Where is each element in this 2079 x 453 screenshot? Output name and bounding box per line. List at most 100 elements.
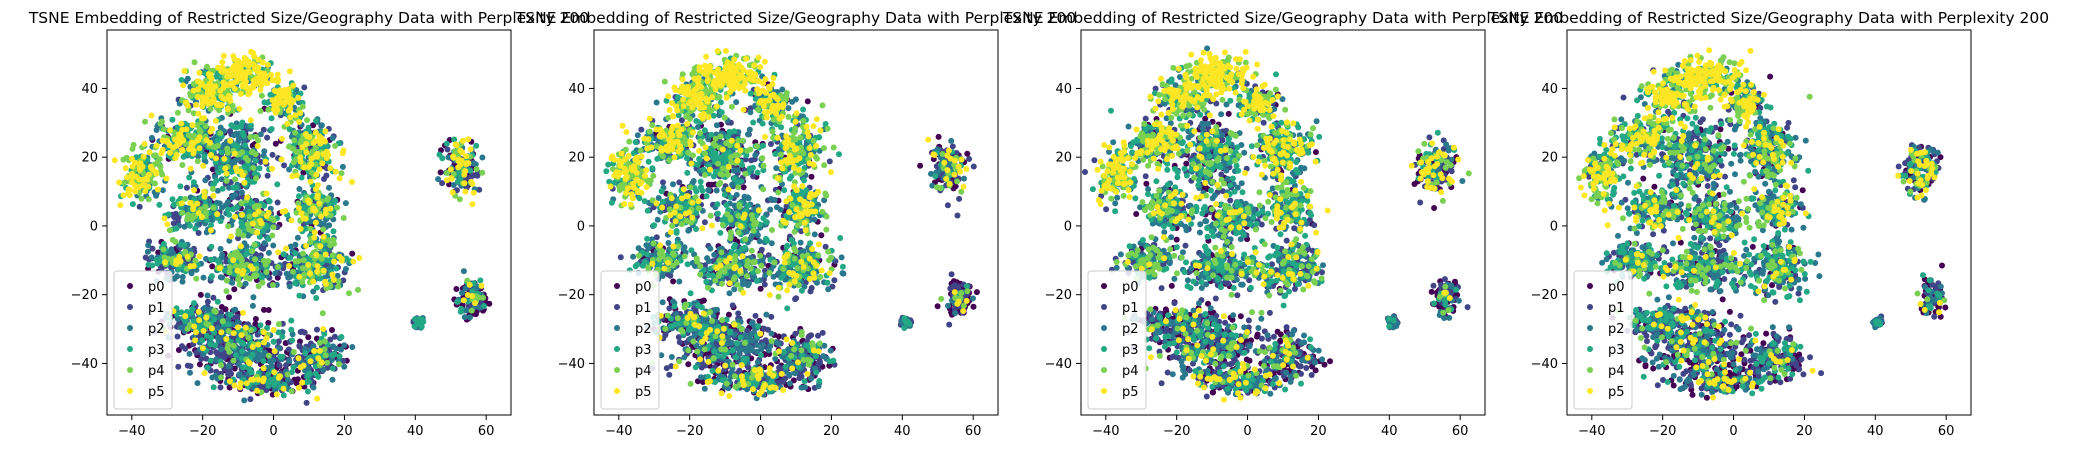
scatter-point [276,362,282,368]
scatter-point [185,76,191,82]
scatter-point [121,192,127,198]
scatter-point [472,300,478,306]
scatter-point [809,174,815,180]
scatter-point [317,340,323,346]
scatter-point [324,257,330,263]
y-tick-label: 20 [81,151,98,166]
scatter-point [191,263,197,269]
scatter-point [330,343,336,349]
scatter-point [221,156,227,162]
scatter-point [213,155,219,161]
scatter-point [159,119,165,125]
scatter-point [312,208,318,214]
scatter-point [187,363,193,369]
scatter-point [329,327,335,333]
x-tick-label: 20 [336,424,353,439]
scatter-point [270,282,276,288]
scatter-point [346,290,352,296]
scatter-point [149,135,155,141]
scatter-point [785,105,791,111]
scatter-point [753,313,759,319]
scatter-point [197,361,203,367]
scatter-point [242,142,248,148]
scatter-point [319,160,325,166]
scatter-point [185,254,191,260]
scatter-point [228,234,234,240]
scatter-point [762,282,768,288]
scatter-point [316,201,322,207]
scatter-point [341,364,347,370]
scatter-point [323,173,329,179]
scatter-point [455,164,461,170]
scatter-point [163,176,169,182]
scatter-point [298,159,304,165]
scatter-point [300,251,306,257]
scatter-point [265,320,271,326]
scatter-point [323,252,329,258]
scatter-point [199,104,205,110]
scatter-point [174,152,180,158]
scatter-point [242,180,248,186]
scatter-point [137,204,143,210]
scatter-point [203,204,209,210]
scatter-point [167,227,173,233]
scatter-point [250,85,256,91]
scatter-point [618,254,624,260]
scatter-point [187,200,193,206]
scatter-point [232,307,238,313]
scatter-point [468,179,474,185]
scatter-point [161,126,167,132]
scatter-point [314,151,320,157]
scatter-point [235,324,241,330]
scatter-point [260,246,266,252]
scatter-point [219,59,225,65]
scatter-point [132,188,138,194]
scatter-point [226,363,232,369]
legend-label: p3 [148,343,165,358]
scatter-point [225,199,231,205]
scatter-point [638,127,644,133]
scatter-point [217,200,223,206]
scatter-point [209,91,215,97]
scatter-point [945,202,951,208]
scatter-point [146,262,152,268]
scatter-point [240,310,246,316]
scatter-point [956,196,962,202]
scatter-point [299,380,305,386]
scatter-point [191,88,197,94]
scatter-point [291,364,297,370]
scatter-point [130,201,136,207]
legend-marker [127,346,133,352]
scatter-point [332,198,338,204]
scatter-point [321,268,327,274]
scatter-point [285,372,291,378]
scatter-point [463,153,469,159]
scatter-point [289,388,295,394]
scatter-point [130,146,136,152]
scatter-point [261,307,267,313]
scatter-point [266,250,272,256]
scatter-point [232,176,238,182]
scatter-point [312,229,318,235]
scatter-point [815,333,821,339]
scatter-point [454,142,460,148]
scatter-point [198,292,204,298]
scatter-point [187,370,193,376]
scatter-point [269,77,275,83]
scatter-point [127,192,133,198]
scatter-point [201,154,207,160]
scatter-point [222,165,228,171]
scatter-point [465,160,471,166]
scatter-point [193,329,199,335]
scatter-point [235,277,241,283]
scatter-point [212,342,218,348]
scatter-point [322,338,328,344]
scatter-point [192,258,198,264]
scatter-point [255,138,261,144]
scatter-point [292,130,298,136]
scatter-point [308,358,314,364]
scatter-point [244,244,250,250]
scatter-point [296,186,302,192]
scatter-point [239,212,245,218]
scatter-point [291,349,297,355]
